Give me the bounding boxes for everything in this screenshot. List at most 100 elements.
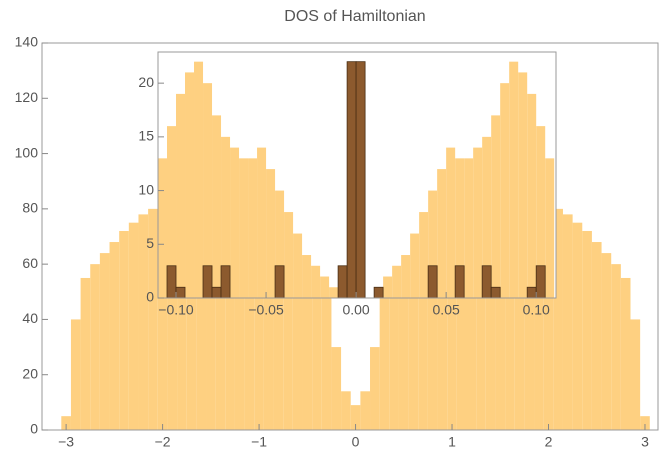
histogram-bar xyxy=(248,158,258,298)
histogram-bar xyxy=(329,287,339,298)
histogram-bar xyxy=(355,61,366,299)
histogram-bar xyxy=(230,147,240,298)
x-tick-label: −1 xyxy=(251,434,267,450)
histogram-bar xyxy=(481,265,492,299)
x-tick-label: 2 xyxy=(545,434,553,450)
histogram-bar xyxy=(454,265,465,299)
histogram-bar xyxy=(302,255,312,298)
x-tick-label: 1 xyxy=(448,434,456,450)
histogram-bar xyxy=(601,253,612,430)
histogram-bar xyxy=(464,158,474,298)
histogram-bar xyxy=(320,276,330,298)
histogram-bar xyxy=(266,169,276,298)
histogram-bar xyxy=(292,230,303,430)
histogram-bar xyxy=(427,265,438,299)
histogram-bar xyxy=(99,253,110,430)
histogram-bar xyxy=(526,286,537,299)
histogram-bar xyxy=(158,158,168,298)
histogram-bar xyxy=(176,93,186,298)
histogram-bar xyxy=(518,72,528,298)
plot-frame xyxy=(41,42,659,431)
histogram-bar xyxy=(221,136,231,298)
histogram-bar xyxy=(321,297,332,430)
histogram-bar xyxy=(527,93,537,298)
y-tick-label: 60 xyxy=(22,255,38,271)
x-tick-label: −3 xyxy=(58,434,74,450)
histogram-bar xyxy=(274,265,285,299)
histogram-bar xyxy=(383,276,393,298)
histogram-bar xyxy=(350,405,361,430)
histogram-bar xyxy=(553,208,563,430)
histogram-bar xyxy=(337,265,348,299)
histogram-bar xyxy=(244,175,255,430)
histogram-bar xyxy=(591,242,602,430)
histogram-bar xyxy=(80,277,91,430)
histogram-bar xyxy=(446,147,456,298)
histogram-bar xyxy=(370,347,380,430)
x-tick-label: −0.10 xyxy=(158,302,194,318)
histogram-bar xyxy=(640,416,650,430)
y-tick-label: 0 xyxy=(30,421,38,437)
y-tick-label: 80 xyxy=(22,200,38,216)
histogram-bar xyxy=(211,286,222,299)
histogram-bar xyxy=(293,233,303,298)
plot-frame xyxy=(157,51,557,299)
histogram-bar xyxy=(283,208,293,430)
histogram-bar xyxy=(562,214,573,430)
histogram-bar xyxy=(408,230,419,430)
y-tick-label: 120 xyxy=(15,89,39,105)
histogram-bar xyxy=(346,61,357,299)
histogram-bar xyxy=(582,230,592,430)
histogram-bar xyxy=(490,286,501,299)
y-tick-label: 15 xyxy=(138,128,154,144)
histogram-bar xyxy=(61,416,71,430)
histogram-bar xyxy=(203,83,213,299)
histogram-bar xyxy=(167,126,177,298)
histogram-bar xyxy=(543,186,554,430)
histogram-bar xyxy=(419,212,429,298)
histogram-bar xyxy=(373,286,384,299)
y-tick-label: 0 xyxy=(146,289,154,305)
histogram-bar xyxy=(109,242,120,430)
histogram-bar xyxy=(491,115,501,298)
y-tick-label: 5 xyxy=(146,235,154,251)
histogram-bar xyxy=(119,230,129,430)
histogram-bar xyxy=(312,269,322,430)
histogram-bar xyxy=(254,167,264,430)
histogram-bar xyxy=(175,286,186,299)
histogram-bar xyxy=(239,158,249,298)
chart-title: DOS of Hamiltonian xyxy=(284,8,425,25)
y-tick-label: 140 xyxy=(15,34,39,50)
y-tick-label: 20 xyxy=(22,365,38,381)
x-tick-label: 0.10 xyxy=(523,302,550,318)
histogram-bar xyxy=(148,208,158,430)
histogram-bar xyxy=(311,265,321,298)
x-tick-label: −0.05 xyxy=(248,302,284,318)
y-tick-label: 40 xyxy=(22,310,38,326)
histogram-bar xyxy=(428,190,438,298)
histogram-bar xyxy=(220,265,231,299)
histogram-bar xyxy=(302,250,313,430)
histogram-bar xyxy=(392,265,402,298)
histogram-bar xyxy=(447,167,457,430)
histogram-bar xyxy=(202,265,213,299)
histogram-bar xyxy=(257,147,267,298)
y-tick-label: 10 xyxy=(138,181,154,197)
histogram-bar xyxy=(545,158,555,298)
histogram-bar xyxy=(572,222,583,430)
histogram-bar xyxy=(166,265,177,299)
histogram-bar xyxy=(473,147,483,298)
histogram-bar xyxy=(128,222,139,430)
histogram-bar xyxy=(620,277,631,430)
histogram-bar xyxy=(466,167,477,430)
histogram-bar xyxy=(138,214,149,430)
histogram-bar xyxy=(275,190,285,298)
histogram-bar xyxy=(360,391,371,430)
histogram-bar xyxy=(212,115,222,298)
histogram-bar xyxy=(611,264,621,430)
histogram-bar xyxy=(284,212,294,298)
histogram-bar xyxy=(379,297,390,430)
histogram-bar xyxy=(535,265,546,299)
